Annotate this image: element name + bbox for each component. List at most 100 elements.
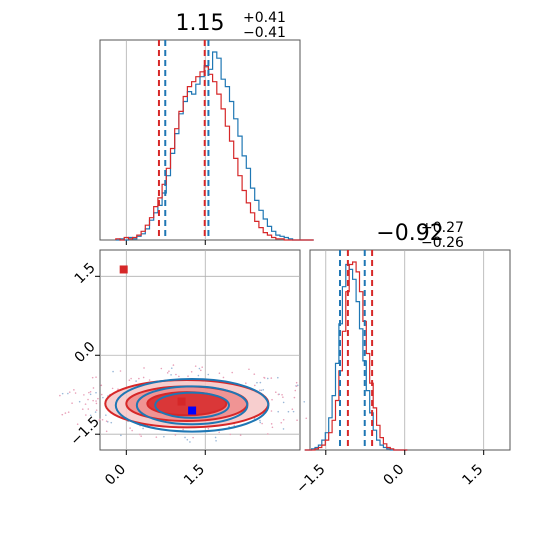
panel-3-xtick-label-1: 0.0 xyxy=(381,462,408,489)
panel-2-sample-point xyxy=(67,392,69,395)
panel-3-ticks: −1.5 0.0 1.5 xyxy=(293,450,487,497)
panel-3-title: −0.92 xyxy=(376,221,443,246)
panel-2-sample-point xyxy=(155,436,158,438)
panel-2-sample-point xyxy=(117,388,119,390)
panel-2-sample-point xyxy=(94,411,97,413)
panel-2-sample-point xyxy=(261,422,263,425)
panel-2-marker-1 xyxy=(177,397,186,406)
panel-2-sample-point xyxy=(74,392,77,394)
panel-2-sample-point xyxy=(172,364,175,366)
panel-2-sample-point xyxy=(266,377,269,380)
panel-2-sample-point xyxy=(296,384,299,387)
panel-2-sample-point xyxy=(67,411,70,413)
panel-1-title: 1.15 xyxy=(176,11,225,36)
panel-2-sample-point xyxy=(85,414,87,416)
panel-2-frame xyxy=(99,249,301,451)
panel-2-sample-point xyxy=(277,393,280,396)
panel-3-hist-steps xyxy=(304,261,408,451)
panel-2-sample-point xyxy=(87,398,89,401)
panel-1-hist: 1.15 +0.41 −0.41 xyxy=(99,10,314,245)
panel-2-contour: 0.0 1.51.50.0−1.5 xyxy=(59,249,308,489)
panel-2-sample-point xyxy=(95,402,98,405)
panel-2-sample-point xyxy=(215,439,217,442)
panel-2-sample-point xyxy=(282,396,284,398)
panel-2-sample-point xyxy=(170,374,172,376)
panel-2-sample-point xyxy=(207,373,210,376)
panel-2-sample-point xyxy=(95,409,98,411)
panel-2-sample-point xyxy=(83,394,85,396)
panel-2-sample-point xyxy=(112,370,114,373)
panel-2-ytick-label-2: −1.5 xyxy=(67,414,102,449)
panel-2-sample-point xyxy=(68,391,71,393)
panel-2-sample-point xyxy=(64,412,67,414)
panel-3-title-main: −0.92 xyxy=(376,221,443,246)
panel-2-sample-point xyxy=(282,401,285,404)
panel-2-sample-point xyxy=(110,421,113,424)
panel-3-grid xyxy=(325,250,485,450)
panel-2-sample-point xyxy=(229,433,232,436)
panel-2-sample-point xyxy=(259,389,261,392)
panel-2-sample-point xyxy=(91,376,94,379)
panel-2-sample-point xyxy=(201,366,203,368)
panel-2-marker-0 xyxy=(119,265,128,274)
panel-1-title-sub: −0.41 xyxy=(243,25,286,41)
panel-2-sample-point xyxy=(143,367,145,369)
panel-1-quantile-lines xyxy=(157,40,210,240)
panel-2-xtick-label-1: 1.5 xyxy=(181,462,208,489)
panel-2-sample-point xyxy=(281,393,283,396)
panel-2-sample-point xyxy=(292,410,295,413)
panel-2-sample-point xyxy=(89,414,92,417)
panel-2-xtick-label-0: 0.0 xyxy=(102,462,129,489)
panel-2-sample-point xyxy=(87,408,90,410)
panel-2-sample-point xyxy=(214,436,217,439)
panel-2-sample-point xyxy=(98,419,101,421)
panel-2-sample-point xyxy=(274,391,277,394)
panel-2-sample-point xyxy=(270,377,273,379)
panel-2-sample-point xyxy=(102,396,104,399)
panel-2-sample-point xyxy=(197,374,200,377)
panel-2-sample-point xyxy=(142,427,144,430)
panel-2-sample-point xyxy=(135,380,137,382)
panel-2-sample-point xyxy=(260,389,263,392)
panel-2-sample-point xyxy=(303,400,306,403)
panel-1-hist-steps xyxy=(115,51,314,241)
panel-2-sample-point xyxy=(282,418,285,421)
p1-series-1-steps xyxy=(115,66,314,241)
panel-2-sample-point xyxy=(270,410,273,412)
panel-2-sample-point xyxy=(239,434,242,436)
panel-2-sample-point xyxy=(198,367,201,370)
panel-2-sample-point xyxy=(256,381,258,384)
panel-2-contour-1-level-1 xyxy=(135,385,249,426)
panel-2-sample-point xyxy=(148,379,151,381)
panel-2-sample-point xyxy=(88,391,90,394)
panel-2-sample-point xyxy=(305,417,308,420)
panel-2-sample-point xyxy=(78,400,81,403)
panel-2-sample-point xyxy=(218,372,221,375)
panel-2-contour-1-level-2 xyxy=(154,391,230,419)
panel-1-frame xyxy=(99,39,301,241)
panel-3-xtick-label-0: −1.5 xyxy=(293,462,328,497)
panel-3-title-sub: −0.26 xyxy=(421,235,464,251)
panel-2-sample-point xyxy=(81,408,84,410)
panel-2-sample-point xyxy=(222,376,225,379)
panel-2-sample-point xyxy=(295,385,298,387)
panel-2-sample-point xyxy=(262,388,265,391)
panel-2-sample-point xyxy=(73,389,75,391)
panel-2-sample-point xyxy=(138,377,140,380)
panel-2-sample-point xyxy=(192,436,194,439)
panel-2-sample-point xyxy=(231,371,234,374)
panel-2-sample-point xyxy=(189,441,191,443)
panel-2-ytick-label-0: 1.5 xyxy=(72,260,99,287)
panel-3-title-sup: +0.27 xyxy=(421,220,464,236)
panel-2-sample-point xyxy=(245,382,247,384)
panel-2-marker-2 xyxy=(188,406,197,415)
panel-2-sample-point xyxy=(182,428,184,431)
panel-2-sample-point xyxy=(199,369,202,372)
panel-2-sample-point xyxy=(175,373,177,376)
panel-2-sample-point xyxy=(95,376,97,378)
panel-2-sample-point xyxy=(259,419,261,422)
panel-2-sample-point xyxy=(111,387,114,390)
panel-2-sample-point xyxy=(293,396,296,399)
panel-2-sample-point xyxy=(100,384,103,387)
